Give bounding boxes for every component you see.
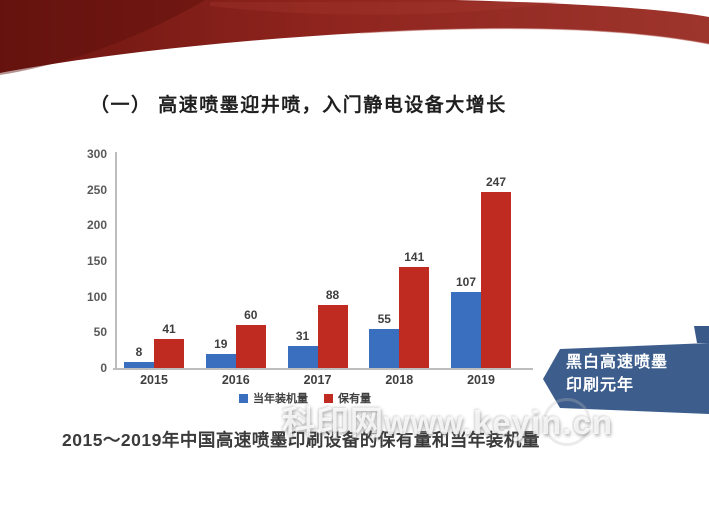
bar-value-label: 60 bbox=[244, 308, 258, 323]
bar-value-label: 41 bbox=[162, 321, 176, 336]
x-axis-category-label: 2018 bbox=[385, 373, 414, 387]
x-axis-category-label: 2019 bbox=[467, 373, 495, 387]
bar-value-label: 19 bbox=[214, 337, 228, 352]
bar-当年装机量-2017 bbox=[287, 345, 318, 368]
y-axis-tick-label: 100 bbox=[86, 289, 107, 304]
bar-value-label: 8 bbox=[135, 345, 143, 360]
x-axis-line bbox=[113, 368, 533, 370]
bar-value-label: 55 bbox=[377, 311, 391, 326]
bar-保有量-2019 bbox=[481, 191, 511, 368]
bar-当年装机量-2018 bbox=[369, 328, 400, 368]
y-axis-tick-label: 50 bbox=[93, 325, 107, 340]
legend-swatch-icon bbox=[239, 393, 248, 403]
bar-value-label: 141 bbox=[404, 250, 425, 265]
y-axis-line bbox=[115, 152, 117, 368]
callout-banner: 黑白高速喷墨 印刷元年 bbox=[566, 351, 668, 397]
y-axis-tick-label: 200 bbox=[86, 218, 107, 233]
bar-value-label: 107 bbox=[455, 274, 477, 289]
bar-保有量-2018 bbox=[399, 267, 430, 368]
chart-caption: 2015～2019年中国高速喷墨印刷设备的保有量和当年装机量 bbox=[62, 430, 540, 450]
bar-保有量-2016 bbox=[235, 325, 266, 368]
header-band-decoration bbox=[0, 0, 709, 75]
legend-label: 保有量 bbox=[338, 393, 371, 405]
bar-value-label: 247 bbox=[485, 174, 507, 189]
chart-legend: 当年装机量 保有量 bbox=[115, 390, 495, 406]
bar-保有量-2017 bbox=[317, 305, 348, 368]
y-axis-tick-label: 250 bbox=[86, 182, 107, 197]
bar-当年装机量-2019 bbox=[451, 291, 481, 368]
bar-value-label: 88 bbox=[325, 288, 340, 303]
legend-label: 当年装机量 bbox=[253, 393, 308, 405]
x-axis-category-label: 2016 bbox=[221, 373, 250, 387]
callout-banner-line1: 黑白高速喷墨 bbox=[566, 354, 669, 371]
legend-swatch-icon bbox=[324, 393, 333, 403]
bar-当年装机量-2015 bbox=[124, 362, 154, 368]
bar-保有量-2015 bbox=[154, 338, 184, 368]
legend-item: 当年装机量 bbox=[239, 390, 308, 406]
x-axis-category-label: 2015 bbox=[140, 373, 168, 387]
bar-当年装机量-2016 bbox=[205, 354, 236, 368]
y-axis-tick-label: 150 bbox=[86, 254, 107, 268]
y-axis-tick-label: 300 bbox=[86, 147, 107, 161]
watermark: 科印网www.keyin.cn bbox=[282, 404, 614, 441]
callout-banner-line2: 印刷元年 bbox=[566, 377, 635, 394]
legend-item: 保有量 bbox=[324, 390, 371, 406]
slide-title: （一） 高速喷墨迎井喷，入门静电设备大增长 bbox=[90, 95, 507, 116]
x-axis-category-label: 2017 bbox=[303, 373, 332, 387]
y-axis-tick-label: 0 bbox=[100, 361, 107, 375]
bar-value-label: 31 bbox=[295, 328, 310, 343]
